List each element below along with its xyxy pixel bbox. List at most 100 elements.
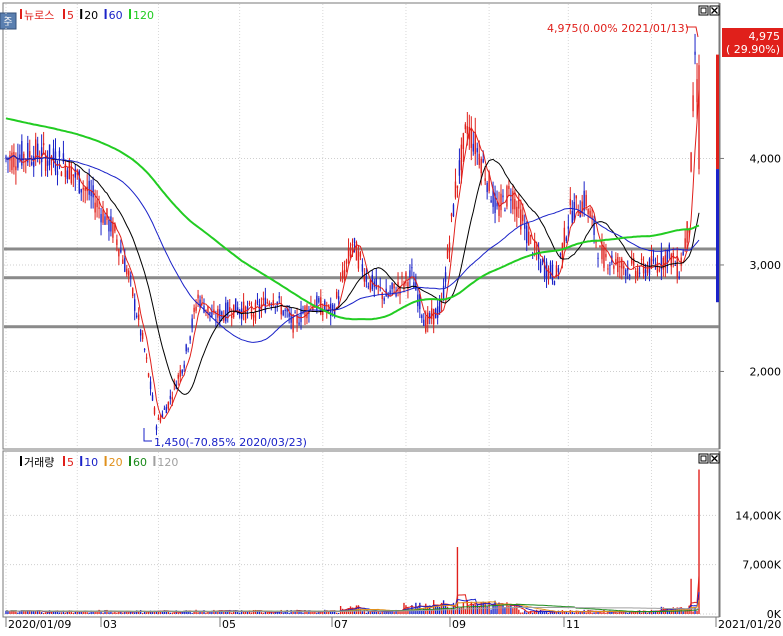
candle-body <box>46 160 49 166</box>
candle-body <box>316 295 318 310</box>
volume-bar <box>537 612 540 614</box>
volume-bar <box>587 609 589 614</box>
candle-body <box>506 186 508 207</box>
volume-bar <box>225 611 227 614</box>
volume-bar <box>213 609 215 614</box>
ma-line-120 <box>5 117 700 321</box>
volume-bar <box>110 610 112 614</box>
volume-legend-label-3[interactable]: 20 <box>109 456 123 469</box>
candle-body <box>561 243 564 259</box>
candle-body <box>367 286 370 288</box>
volume-maximize-icon[interactable] <box>698 453 709 464</box>
volume-bar <box>120 611 122 614</box>
candle-body <box>306 305 308 319</box>
candle-body <box>345 259 348 264</box>
legend-label-0[interactable]: 뉴로스 <box>24 9 54 22</box>
candle-body <box>159 418 162 422</box>
volume-bar <box>229 609 231 614</box>
volume-bar <box>151 611 154 614</box>
candle-body <box>638 272 641 274</box>
candle-body <box>223 315 225 321</box>
candle-body <box>92 185 94 198</box>
volume-legend-label-1[interactable]: 5 <box>67 456 74 469</box>
volume-bar <box>94 611 96 614</box>
volume-bar <box>308 610 310 614</box>
volume-bar <box>553 611 556 614</box>
volume-bar <box>33 610 35 614</box>
legend-label-2[interactable]: 20 <box>84 9 98 22</box>
volume-bar <box>100 611 102 614</box>
candle-body <box>266 302 269 304</box>
legend-label-3[interactable]: 60 <box>109 9 123 22</box>
candle-body <box>694 51 696 55</box>
maximize-icon-inner <box>700 7 707 14</box>
volume-bar <box>516 603 518 614</box>
candle-body <box>652 259 655 262</box>
candle-body <box>25 159 27 161</box>
candle-body <box>112 221 114 238</box>
volume-bar <box>395 609 397 614</box>
volume-legend-label-2[interactable]: 10 <box>84 456 98 469</box>
candle-body <box>221 311 223 317</box>
volume-legend-label-0[interactable]: 거래량 <box>24 456 54 469</box>
candle-body <box>110 216 112 232</box>
candle-body <box>533 239 536 248</box>
period-button-label: 주 <box>3 17 12 28</box>
candle-body <box>341 270 344 279</box>
volume-bar <box>114 611 116 614</box>
volume-bar <box>326 610 328 614</box>
volume-bar <box>219 610 221 614</box>
candle-body <box>436 306 439 318</box>
last-price-tag: 4,975 ( 29.90%) <box>722 28 783 57</box>
volume-bar <box>456 547 459 614</box>
candle-body <box>512 191 514 210</box>
date-label-0: 2020/01/09 <box>8 618 71 631</box>
volume-axis: 14,000K 7,000K 0K <box>719 451 782 621</box>
volume-bar <box>128 612 130 614</box>
candle-body <box>76 172 78 175</box>
candle-body <box>603 246 605 268</box>
volume-bar <box>674 609 676 614</box>
volume-bar <box>266 612 269 614</box>
volume-gridlines <box>4 452 718 616</box>
candle-body <box>171 397 174 400</box>
candle-body <box>5 156 7 159</box>
support-line-2 <box>4 325 719 329</box>
volume-bar <box>240 610 243 614</box>
volume-bar <box>183 610 185 614</box>
volume-bar <box>86 612 88 614</box>
volume-bar <box>246 611 249 614</box>
candle-body <box>623 266 625 269</box>
candle-body <box>151 395 154 401</box>
candle-body <box>597 257 599 259</box>
volume-bar <box>504 607 506 614</box>
volume-bar <box>607 612 609 614</box>
volume-legend-swatch-2 <box>80 456 83 466</box>
volume-bar <box>205 612 207 614</box>
volume-bar <box>98 609 100 614</box>
volume-legend-label-4[interactable]: 60 <box>133 456 147 469</box>
volume-bar <box>54 610 57 614</box>
volume-bar <box>112 612 114 614</box>
candle-body <box>62 153 65 162</box>
maximize-icon[interactable] <box>698 5 709 16</box>
candle-body <box>68 160 71 180</box>
candle-body <box>225 302 227 322</box>
candle-body <box>587 208 589 215</box>
volume-bar <box>118 611 120 614</box>
volume-bar <box>369 612 372 614</box>
candle-body <box>84 187 86 191</box>
candle-body <box>137 314 140 321</box>
volume-bar <box>605 612 607 614</box>
candle-body <box>607 268 609 270</box>
volume-bar <box>413 609 415 614</box>
candle-body <box>593 220 595 235</box>
legend-label-4[interactable]: 120 <box>133 9 154 22</box>
volume-bar <box>642 610 645 614</box>
volume-legend-label-5[interactable]: 120 <box>157 456 178 469</box>
legend-label-1[interactable]: 5 <box>67 9 74 22</box>
price-gridlines <box>4 4 718 448</box>
period-button[interactable] <box>0 12 17 30</box>
